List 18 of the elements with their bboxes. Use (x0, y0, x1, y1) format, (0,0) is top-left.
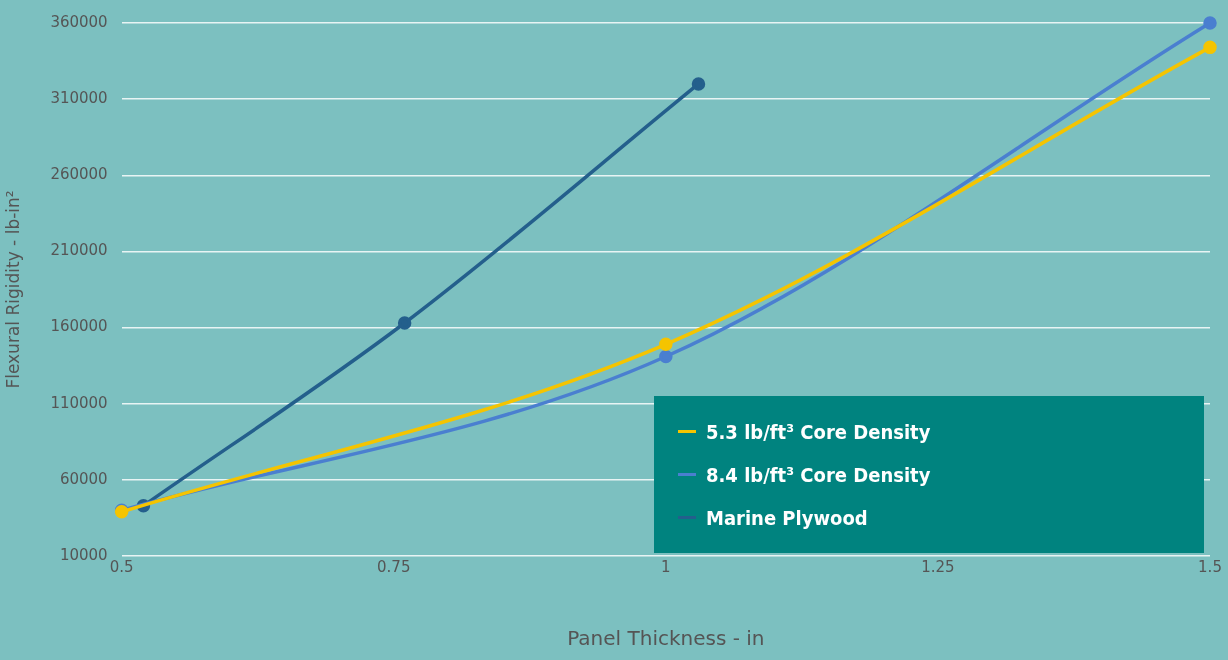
y-tick-label: 310000 (50, 89, 108, 108)
legend-label: 8.4 lb/ft³ Core Density (705, 461, 932, 489)
x-axis-title: Panel Thickness - in (567, 626, 765, 651)
y-tick-label: 60000 (59, 469, 108, 488)
y-tick-label: 110000 (50, 393, 108, 412)
x-tick-label: 0.75 (377, 557, 411, 576)
legend-label: Marine Plywood (705, 504, 869, 532)
legend-label: 5.3 lb/ft³ Core Density (705, 418, 932, 446)
x-tick-label: 1 (661, 557, 671, 576)
y-tick-label: 160000 (50, 317, 108, 336)
y-axis-title: Flexural Rigidity - lb-in² (2, 190, 23, 389)
y-tick-label: 210000 (50, 241, 108, 260)
x-tick-label: 1.5 (1198, 557, 1222, 576)
y-tick-label: 260000 (50, 165, 108, 184)
y-tick-label: 360000 (50, 12, 108, 31)
x-tick-label: 0.5 (109, 557, 134, 576)
x-tick-label: 1.25 (921, 557, 955, 576)
y-tick-label: 10000 (59, 545, 108, 564)
